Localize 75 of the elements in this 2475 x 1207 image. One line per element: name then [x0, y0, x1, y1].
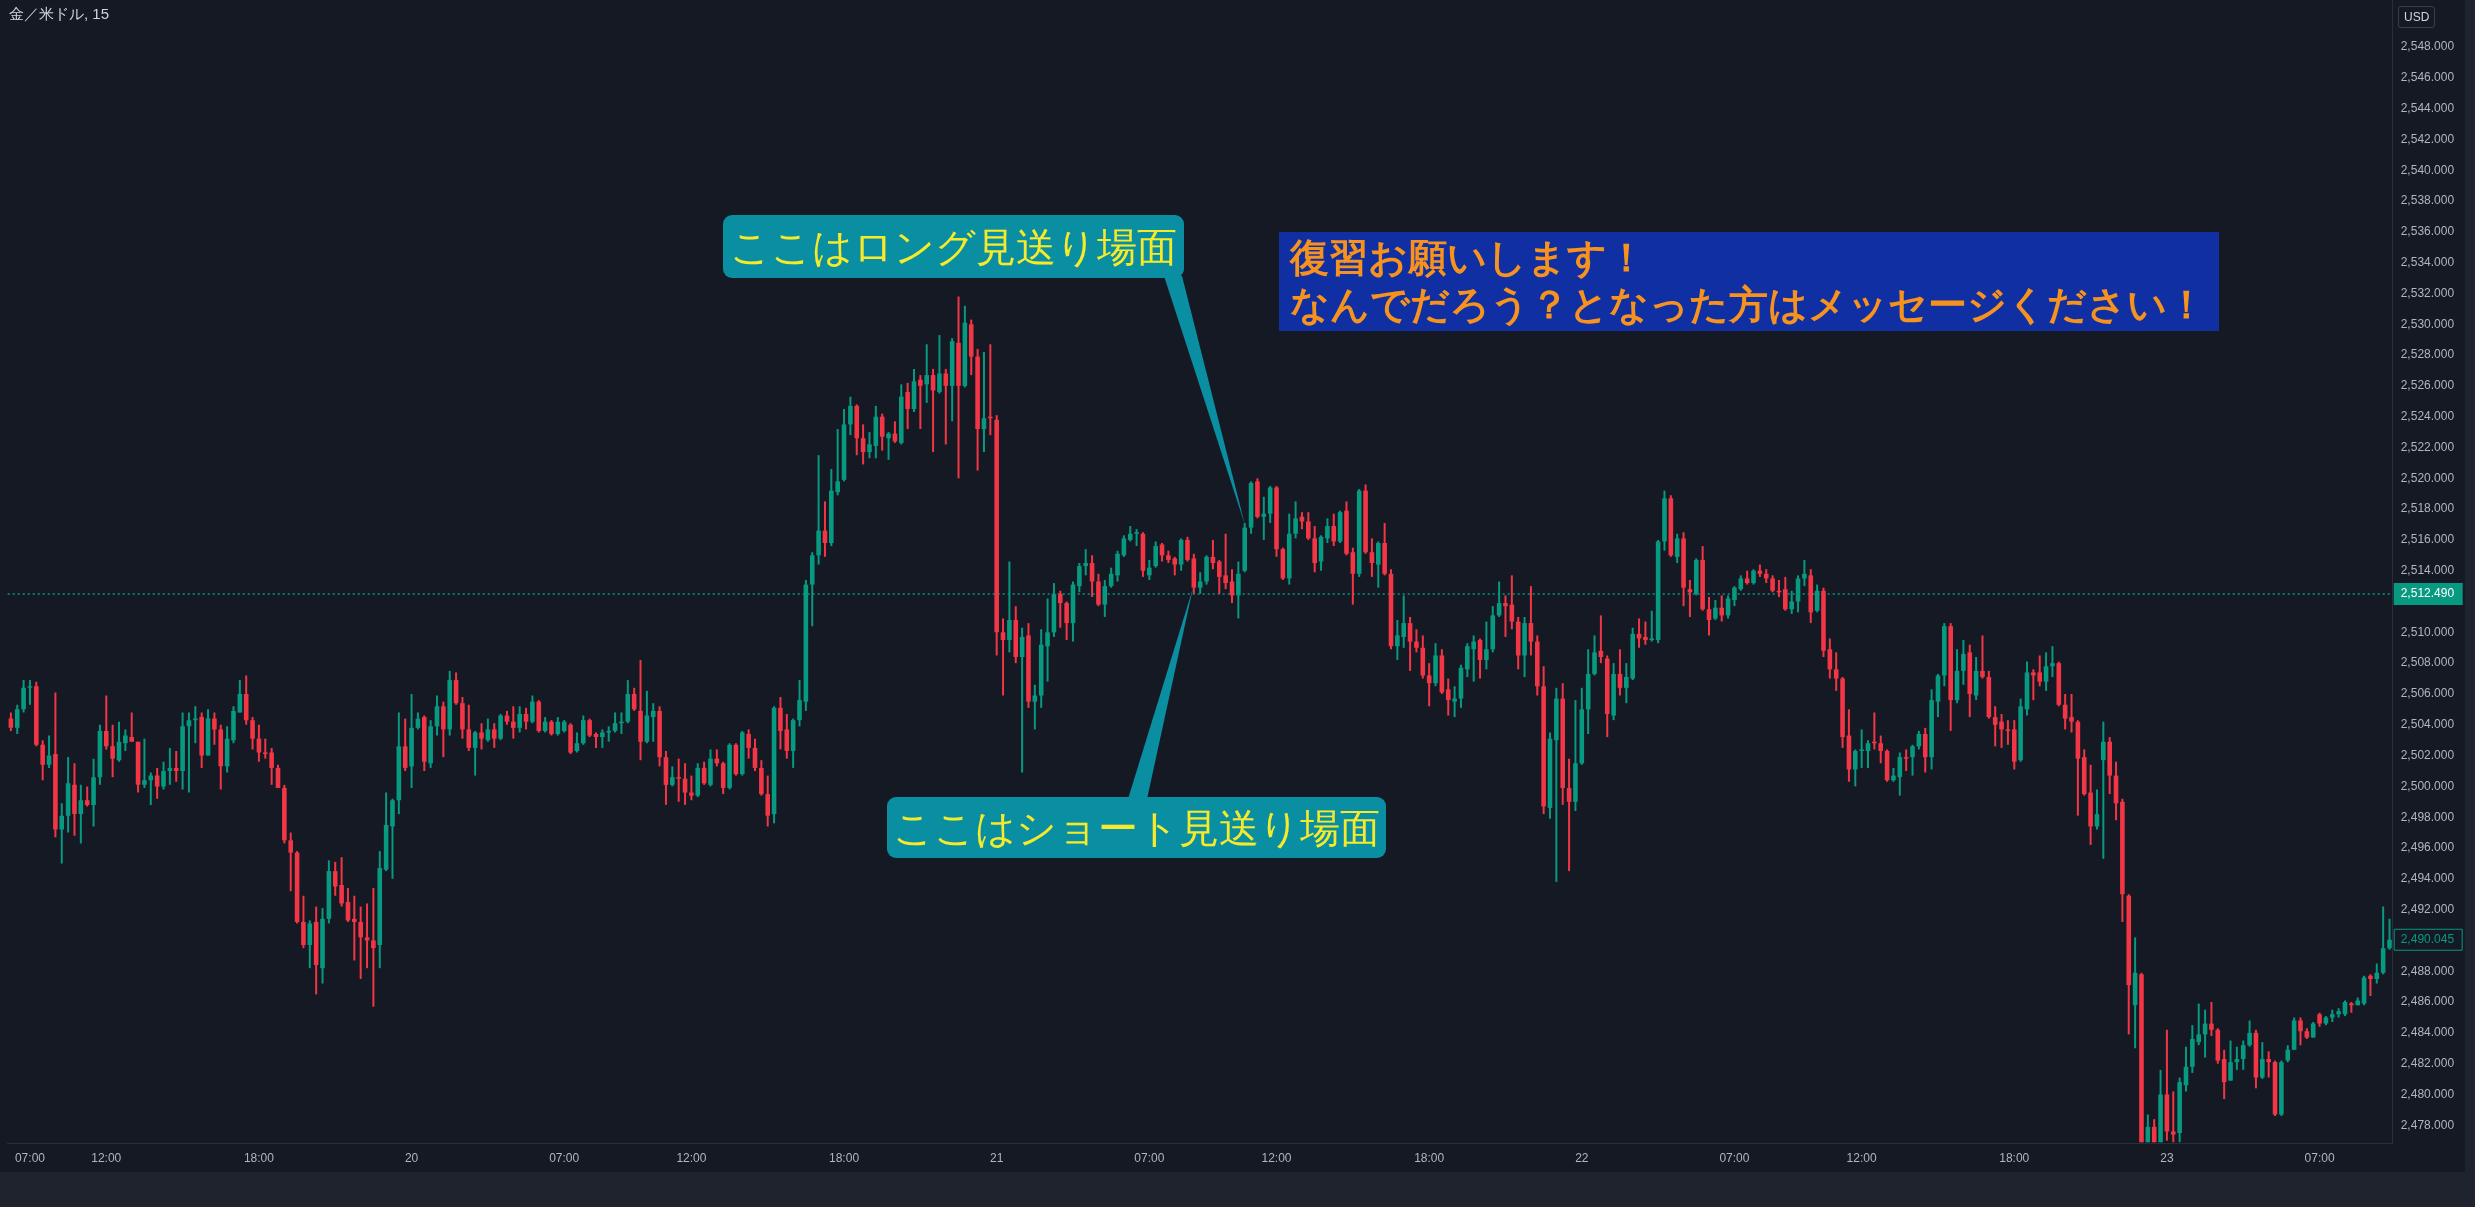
- y-tick-label: 2,492.000: [2400, 901, 2455, 916]
- y-tick-label: 2,506.000: [2400, 686, 2455, 701]
- y-tick-label: 2,526.000: [2400, 378, 2455, 393]
- candlestick: [1000, 618, 1006, 696]
- y-tick-label: 2,510.000: [2400, 624, 2455, 639]
- candlestick: [1859, 729, 1864, 768]
- candlestick: [1903, 749, 1909, 771]
- candlestick: [676, 758, 681, 802]
- candlestick: [2266, 1051, 2271, 1078]
- chart-title: 金／米ドル, 15: [9, 5, 110, 24]
- candlestick: [352, 895, 357, 961]
- callout-box: ここはロング見送り場面: [723, 215, 1184, 278]
- y-tick-label: 2,518.000: [2400, 501, 2455, 516]
- note-box: 復習お願いします！ なんでだろう？となった方はメッセージください！: [1279, 232, 2219, 331]
- x-tick-label: 07:00: [14, 1150, 46, 1165]
- y-tick-label: 2,502.000: [2400, 747, 2455, 762]
- y-tick-label: 2,488.000: [2400, 963, 2455, 978]
- y-tick-label: 2,538.000: [2400, 193, 2455, 208]
- text: 2,490.045: [2400, 932, 2455, 947]
- y-tick-label: 2,534.000: [2400, 254, 2455, 269]
- y-tick-label: 2,520.000: [2400, 470, 2455, 485]
- annotation: ここはショート見送り場面: [893, 803, 1380, 852]
- x-tick-label: 21: [990, 1150, 1004, 1165]
- candlestick: [2005, 720, 2011, 745]
- candlestick: [2050, 646, 2055, 678]
- x-tick-label: 12:00: [1261, 1150, 1292, 1165]
- ref-line-label: 2,512.490: [2400, 586, 2455, 601]
- x-tick-label: 07:00: [1134, 1150, 1165, 1165]
- x-tick-label: 18:00: [829, 1150, 860, 1165]
- y-tick-label: 2,494.000: [2400, 871, 2455, 886]
- y-tick-label: 2,542.000: [2400, 131, 2455, 146]
- annotation: なんでだろう？となった方はメッセージください！: [1290, 281, 2206, 328]
- x-tick-label: 20: [404, 1150, 419, 1165]
- y-tick-label: 2,540.000: [2400, 162, 2455, 177]
- candlestick: [1452, 686, 1457, 718]
- y-tick-label: 2,546.000: [2400, 70, 2455, 85]
- y-tick-label: 2,528.000: [2400, 347, 2455, 362]
- candlestick: [2170, 1091, 2176, 1143]
- y-tick-label: 2,536.000: [2400, 224, 2455, 239]
- y-tick-label: 2,514.000: [2400, 563, 2455, 578]
- y-tick-label: 2,500.000: [2400, 778, 2455, 793]
- y-tick-label: 2,532.000: [2400, 285, 2455, 300]
- x-tick-label: 07:00: [2304, 1150, 2335, 1165]
- y-axis-title: USD: [2398, 6, 2436, 28]
- x-tick-label: 12:00: [91, 1150, 122, 1165]
- annotation: 復習お願いします！: [1290, 234, 1646, 281]
- x-tick-label: 18:00: [1414, 1150, 1445, 1165]
- y-tick-label: 2,478.000: [2400, 1117, 2455, 1132]
- y-tick-label: 2,530.000: [2400, 316, 2455, 331]
- x-tick-label: 18:00: [243, 1150, 275, 1165]
- x-tick-label: 12:00: [1846, 1150, 1877, 1165]
- x-tick-label: 12:00: [676, 1150, 707, 1165]
- y-tick-label: 2,480.000: [2400, 1086, 2455, 1101]
- y-tick-label: 2,486.000: [2400, 994, 2455, 1009]
- y-tick-label: 2,498.000: [2400, 809, 2455, 824]
- x-tick-label: 22: [1575, 1150, 1589, 1165]
- y-tick-label: 2,524.000: [2400, 409, 2455, 423]
- x-tick-label: 07:00: [1719, 1150, 1750, 1165]
- candlestick: [1503, 595, 1508, 637]
- x-tick-label: 18:00: [1999, 1150, 2030, 1165]
- y-tick-label: 2,482.000: [2400, 1055, 2455, 1070]
- candlestick: [27, 680, 33, 705]
- y-tick-label: 2,484.000: [2400, 1025, 2455, 1040]
- y-tick-label: 2,522.000: [2400, 439, 2455, 454]
- x-tick-label: 07:00: [549, 1150, 580, 1165]
- candlestick: [371, 888, 376, 1007]
- y-tick-label: 2,508.000: [2400, 655, 2455, 670]
- y-tick-label: 2,516.000: [2400, 532, 2455, 547]
- y-tick-label: 2,496.000: [2400, 840, 2455, 855]
- annotation: ここはロング見送り場面: [730, 222, 1177, 271]
- y-tick-label: 2,504.000: [2400, 717, 2455, 732]
- y-tick-label: 2,548.000: [2400, 39, 2455, 54]
- candlestick: [173, 750, 179, 782]
- x-tick-label: 23: [2160, 1150, 2174, 1165]
- y-tick-label: 2,544.000: [2400, 100, 2455, 115]
